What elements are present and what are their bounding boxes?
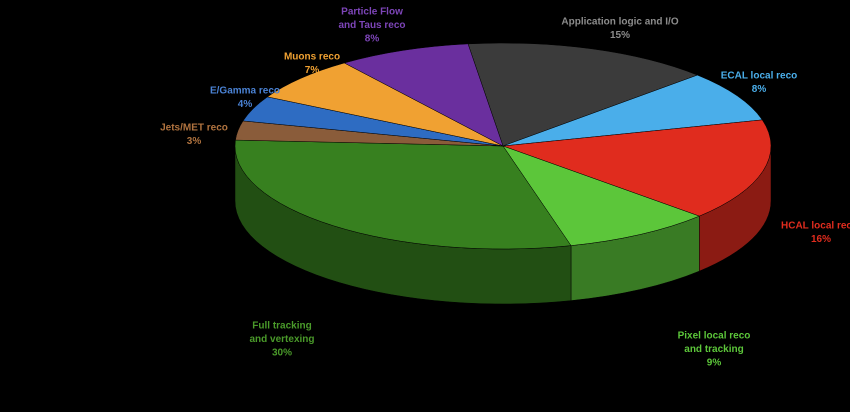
slice-label: Full tracking <box>252 321 311 332</box>
value-label: 8% <box>365 34 380 45</box>
slice-label: Application logic and I/O <box>561 17 678 28</box>
slice-label: Jets/MET reco <box>160 123 228 134</box>
value-label: 3% <box>187 136 202 147</box>
slice <box>502 74 763 147</box>
slice <box>502 119 772 217</box>
slice <box>502 145 701 246</box>
slice-label: and vertexing <box>249 334 314 345</box>
value-label: 16% <box>811 234 831 245</box>
slice <box>343 43 504 147</box>
slice-label: ECAL local reco <box>721 71 798 82</box>
slice-label: Muons reco <box>284 52 340 63</box>
value-label: 7% <box>305 65 320 76</box>
value-label: 9% <box>707 358 722 369</box>
slice-label: Pixel local reco <box>678 331 751 342</box>
value-label: 8% <box>752 84 767 95</box>
slice <box>467 42 699 147</box>
value-label: 30% <box>272 348 292 359</box>
value-label: 15% <box>610 30 630 41</box>
slice-label: and Taus reco <box>338 20 405 31</box>
slice-label: E/Gamma reco <box>210 86 280 97</box>
slice-label: HCAL local reco <box>781 221 850 232</box>
slice <box>234 139 572 250</box>
slice <box>266 62 504 147</box>
slice-label: Particle Flow <box>341 7 403 18</box>
value-label: 4% <box>238 99 253 110</box>
slice-label: and tracking <box>684 344 743 355</box>
